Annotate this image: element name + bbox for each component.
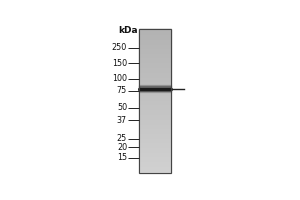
Text: 150: 150: [112, 59, 127, 68]
Text: 25: 25: [117, 134, 127, 143]
Text: 20: 20: [117, 143, 127, 152]
Text: kDa: kDa: [118, 26, 137, 35]
Text: 15: 15: [117, 153, 127, 162]
Text: 100: 100: [112, 74, 127, 83]
Bar: [139, 29, 171, 173]
Text: 50: 50: [117, 103, 127, 112]
Text: 250: 250: [112, 43, 127, 52]
Text: 75: 75: [117, 86, 127, 95]
Text: 37: 37: [117, 116, 127, 125]
